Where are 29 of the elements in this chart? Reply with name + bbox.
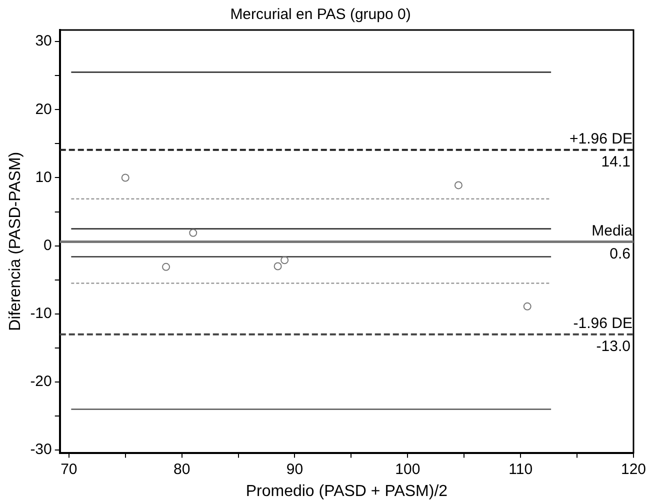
ref-line-label: -1.96 DE — [573, 314, 632, 332]
x-tick-label: 100 — [395, 460, 420, 478]
x-tick-label: 120 — [620, 460, 646, 478]
y-tick-label: -30 — [30, 441, 52, 458]
point — [280, 256, 289, 264]
chart-title: Mercurial en PAS (grupo 0) — [230, 6, 411, 24]
y-tick-label: 0 — [44, 236, 52, 254]
x-tick-label: 90 — [286, 460, 304, 478]
y-tick-label: -10 — [30, 305, 52, 322]
y-axis-title: Diferencia (PASD-PASM) — [7, 152, 24, 331]
y-tick-label: -20 — [30, 373, 52, 390]
point — [454, 181, 462, 190]
ref-line-label: +1.96 DE — [570, 130, 632, 148]
ref-line-label: Media — [592, 222, 634, 240]
x-axis-title: Promedio (PASD + PASM)/2 — [246, 482, 448, 500]
point — [189, 228, 198, 237]
y-tick-label: 20 — [35, 100, 52, 118]
y-tick-label: 30 — [35, 32, 52, 50]
point — [121, 174, 130, 182]
x-tick-label: 110 — [508, 460, 533, 478]
point — [523, 302, 532, 310]
point — [162, 262, 170, 271]
y-tick-label: 10 — [35, 168, 52, 186]
annotation: 0.6 — [610, 245, 630, 262]
x-tick-label: 70 — [60, 460, 78, 478]
annotation: 14.1 — [601, 153, 630, 170]
annotation: -13.0 — [596, 338, 630, 355]
point — [274, 262, 282, 270]
x-tick-label: 80 — [173, 460, 190, 478]
